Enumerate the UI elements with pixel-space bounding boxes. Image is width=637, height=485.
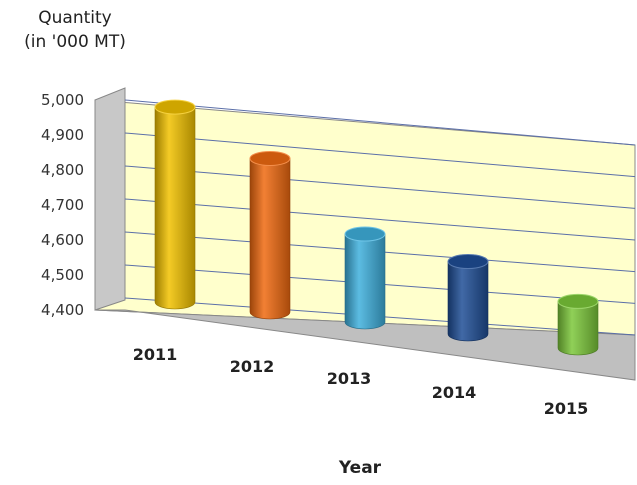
bar-body (154, 106, 196, 310)
gridline (124, 165, 636, 209)
y-tick-label: 4,900 (41, 126, 84, 144)
x-category-label: 2015 (544, 399, 589, 418)
bar-body (344, 233, 386, 330)
bar-2015 (557, 293, 599, 356)
gridline (124, 99, 636, 146)
bar-body (447, 261, 489, 342)
y-axis-title-line2: (in '000 MT) (24, 32, 126, 52)
y-tick-label: 4,400 (41, 301, 84, 319)
bar-body (557, 301, 599, 356)
bar-top (154, 99, 196, 115)
bar-top (447, 254, 489, 270)
gridline (124, 132, 636, 178)
bar-body (249, 158, 291, 320)
x-category-label: 2012 (230, 357, 275, 376)
chart-side-wall (94, 87, 126, 311)
y-tick-label: 4,500 (41, 266, 84, 284)
x-category-label: 2013 (327, 369, 372, 388)
bar-2014 (447, 254, 489, 342)
bar-2011 (154, 99, 196, 310)
bar-2012 (249, 150, 291, 320)
x-axis-title: Year (338, 458, 382, 478)
y-tick-label: 5,000 (41, 91, 84, 109)
bar-top (249, 150, 291, 166)
y-axis-title: Quantity (in '000 MT) (0, 6, 150, 54)
x-category-label: 2011 (133, 345, 178, 364)
bar-top (557, 293, 599, 309)
y-tick-label: 4,700 (41, 196, 84, 214)
y-axis-title-line1: Quantity (38, 8, 112, 28)
y-tick-label: 4,800 (41, 161, 84, 179)
gridline (124, 198, 636, 241)
y-tick-label: 4,600 (41, 231, 84, 249)
bar-2013 (344, 226, 386, 330)
x-category-label: 2014 (432, 383, 477, 402)
bar-top (344, 226, 386, 242)
